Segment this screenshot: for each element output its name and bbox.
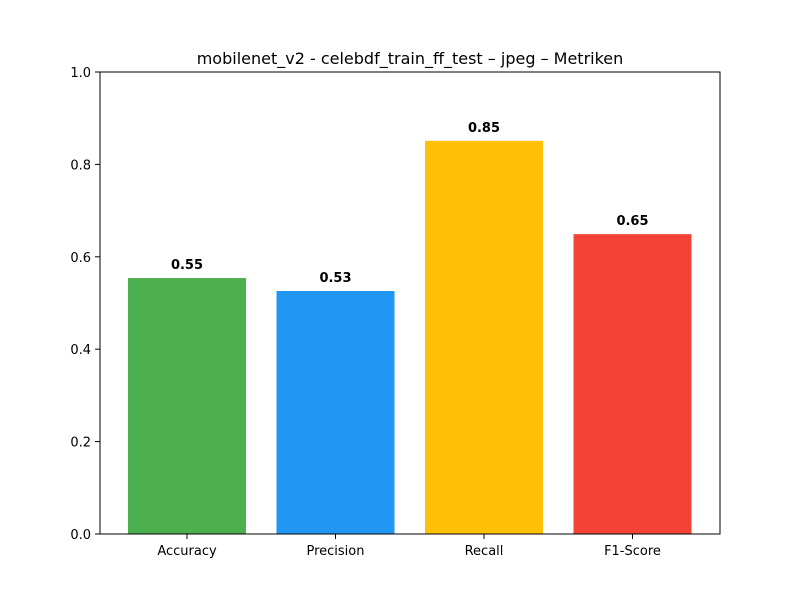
x-tick-label: Precision — [306, 544, 364, 559]
data-label-accuracy: 0.55 — [171, 258, 203, 273]
y-tick-label: 1.0 — [70, 66, 91, 81]
data-label-recall: 0.85 — [468, 121, 500, 136]
bar-recall — [425, 140, 543, 534]
data-label-precision: 0.53 — [319, 271, 351, 286]
x-axis: Accuracy Precision Recall F1-Score — [157, 534, 661, 559]
bar-accuracy — [128, 278, 246, 534]
bar-f1-score — [573, 234, 692, 535]
y-tick-label: 0.2 — [70, 436, 91, 451]
y-tick-label: 0.8 — [70, 158, 91, 173]
x-tick-label: Accuracy — [157, 544, 217, 559]
y-axis: 0.0 0.2 0.4 0.6 0.8 1.0 — [70, 66, 100, 543]
bars-group — [128, 140, 692, 535]
x-tick-label: F1-Score — [604, 544, 661, 559]
y-tick-label: 0.4 — [70, 343, 91, 358]
x-tick-label: Recall — [465, 544, 504, 559]
data-labels-group: 0.55 0.53 0.85 0.65 — [171, 121, 649, 286]
plot-frame — [99, 71, 721, 535]
data-label-f1-score: 0.65 — [616, 214, 648, 229]
y-tick-label: 0.6 — [70, 251, 91, 266]
y-tick-label: 0.0 — [70, 528, 91, 543]
bar-precision — [276, 290, 395, 534]
chart-title: mobilenet_v2 - celebdf_train_ff_test – j… — [197, 49, 624, 69]
